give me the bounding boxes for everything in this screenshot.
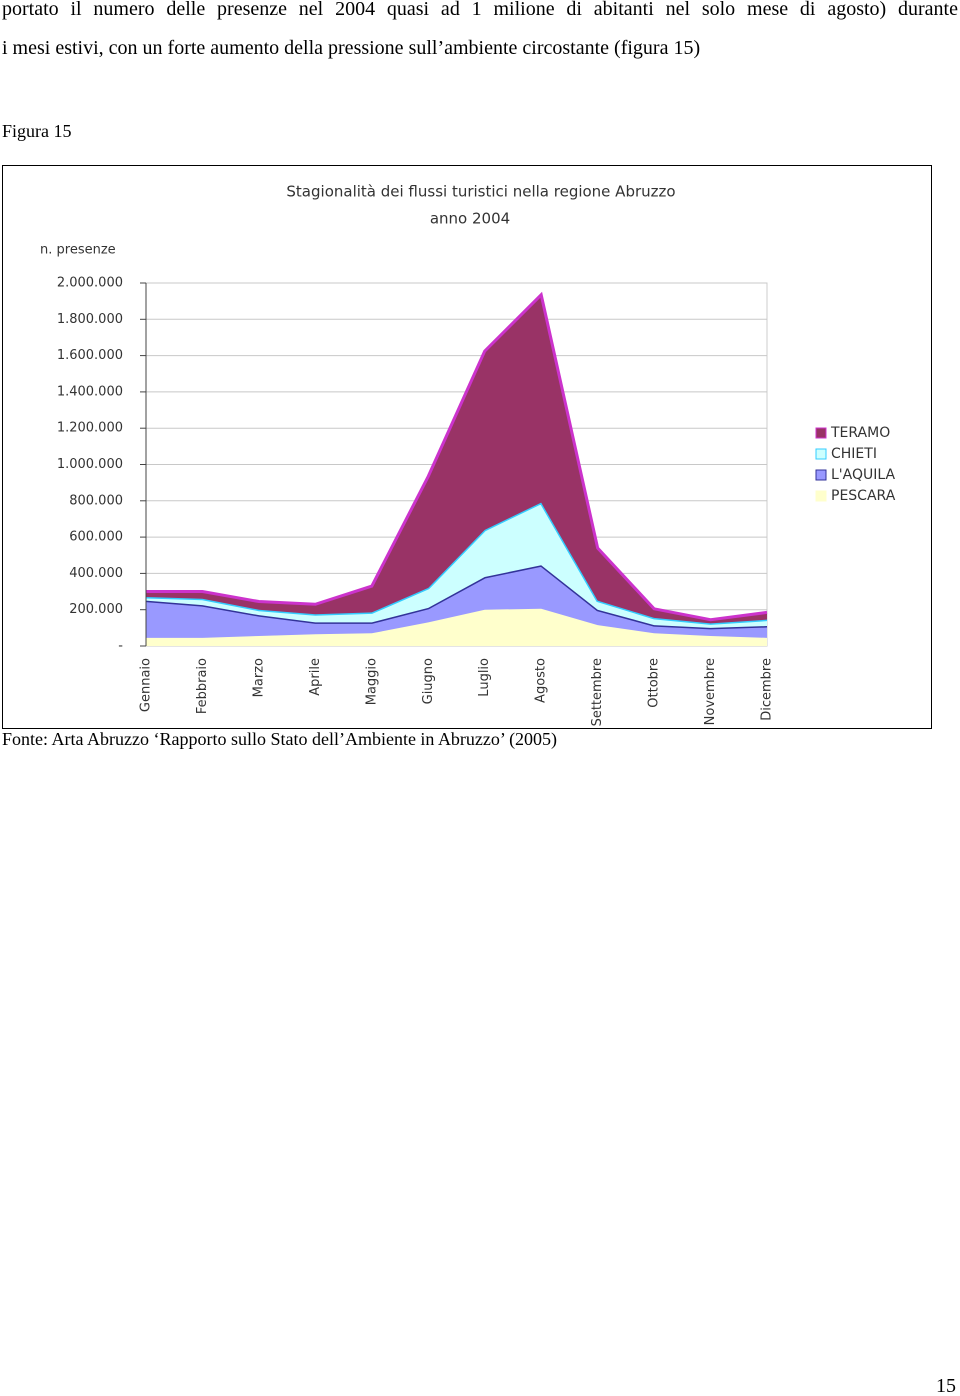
chart-subtitle: anno 2004 (430, 210, 510, 228)
x-tick-label: Novembre (703, 658, 718, 725)
x-tick-label: Febbraio (195, 658, 210, 714)
legend-swatch (815, 469, 827, 481)
x-tick-label: Luglio (477, 658, 492, 697)
paragraph-line: portato il numero delle presenze nel 200… (2, 0, 958, 20)
y-tick-label: - (118, 639, 123, 654)
x-tick-label: Agosto (534, 658, 549, 703)
legend-label: PESCARA (831, 488, 896, 504)
x-tick-label: Settembre (590, 658, 605, 726)
x-tick-label: Ottobre (647, 658, 662, 708)
y-tick-label: 400.000 (69, 566, 123, 581)
legend-swatch (815, 490, 827, 502)
y-axis-label: n. presenze (40, 243, 116, 258)
chart-title: Stagionalità dei flussi turistici nella … (286, 183, 675, 201)
x-tick-label: Gennaio (139, 658, 154, 712)
area (146, 608, 767, 646)
x-tick-label: Marzo (251, 658, 266, 697)
y-tick-label: 1.200.000 (57, 421, 123, 436)
x-tick-label: Maggio (364, 658, 379, 705)
legend-label: L'AQUILA (831, 467, 895, 483)
x-tick-label: Dicembre (760, 658, 775, 721)
figure-label: Figura 15 (2, 121, 72, 141)
chart: Stagionalità dei flussi turistici nella … (2, 165, 932, 729)
x-tick-label: Giugno (421, 658, 436, 704)
legend-swatch (815, 427, 827, 439)
legend-label: CHIETI (831, 446, 877, 462)
x-tick-label: Aprile (308, 658, 323, 696)
y-tick-label: 1.000.000 (57, 457, 123, 472)
area-edge (146, 291, 768, 622)
y-tick-label: 1.800.000 (57, 312, 123, 327)
y-tick-label: 1.400.000 (57, 384, 123, 399)
y-tick-label: 2.000.000 (57, 276, 123, 291)
area (146, 294, 767, 624)
y-tick-label: 600.000 (69, 530, 123, 545)
area (146, 565, 767, 638)
area (146, 502, 767, 628)
y-tick-label: 800.000 (69, 493, 123, 508)
y-tick-label: 1.600.000 (57, 348, 123, 363)
caption: Fonte: Arta Abruzzo ‘Rapporto sullo Stat… (2, 729, 558, 749)
legend-swatch (815, 448, 827, 460)
paragraph-line: i mesi estivi, con un forte aumento dell… (2, 37, 701, 59)
y-tick-label: 200.000 (69, 602, 123, 617)
page-number: 15 (936, 1375, 956, 1396)
legend-label: TERAMO (830, 425, 890, 441)
